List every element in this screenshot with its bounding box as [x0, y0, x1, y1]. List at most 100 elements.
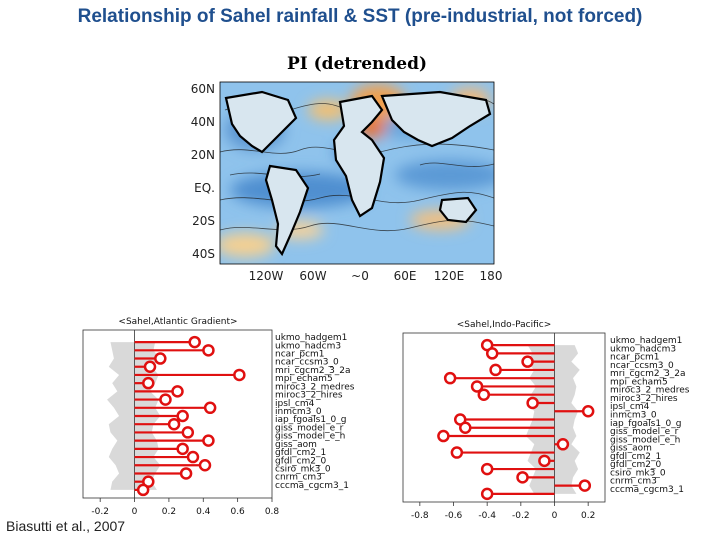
data-point [167, 417, 181, 431]
model-label: miroc3_2_medres [275, 382, 355, 392]
model-label: gfdl_cm2_0 [610, 460, 662, 470]
data-point [203, 401, 217, 415]
lon-label: 180 [480, 269, 503, 283]
model-label: cccma_cgcm3_1 [610, 485, 684, 495]
model-label: csiro_mk3_0 [275, 464, 331, 474]
lat-label: 40S [192, 247, 215, 261]
model-label: mpi_echam5 [610, 377, 668, 387]
data-point [176, 442, 189, 456]
map-title: PI (detrended) [287, 54, 427, 74]
model-label: miroc3_2_medres [610, 386, 690, 396]
chart-title: <Sahel,Atlantic Gradient> [118, 317, 237, 327]
x-tick-label: -0.6 [445, 511, 463, 521]
model-label: cnrm_cm3 [610, 477, 657, 487]
model-label: giss_model_e_r [610, 427, 679, 437]
data-point [459, 421, 472, 435]
data-point [198, 459, 212, 472]
data-point [202, 344, 215, 357]
data-point [556, 438, 570, 451]
data-point [477, 388, 491, 401]
x-tick-label: 0 [552, 511, 558, 521]
model-label: ukmo_hadcm3 [275, 341, 341, 351]
model-label: mri_cgcm2_3_2a [610, 369, 686, 379]
indo-pacific-chart: <Sahel,Indo-Pacific> ukmo_hadgem1ukmo_had… [402, 320, 690, 521]
model-label: ukmo_hadgem1 [275, 333, 347, 343]
data-point [521, 355, 534, 368]
data-point [581, 404, 595, 418]
model-label: iap_fgoals1_0_g [610, 419, 682, 429]
x-tick-label: -0.2 [91, 507, 109, 517]
lon-label: 60W [299, 269, 326, 283]
data-point [538, 454, 551, 468]
lon-label: ~0 [351, 269, 369, 283]
data-point [480, 462, 494, 476]
data-point [176, 409, 189, 423]
data-point [143, 360, 157, 373]
model-label: mpi_echam5 [275, 374, 333, 384]
data-point [480, 487, 494, 501]
map-field [220, 82, 494, 264]
model-label: ukmo_hadgem1 [610, 336, 682, 346]
x-tick-label: -0.2 [512, 511, 530, 521]
atlantic-gradient-chart: <Sahel,Atlantic Gradient> ukmo_hadgem1ukm… [82, 317, 355, 517]
lat-label: 40N [191, 115, 215, 129]
data-point [516, 471, 529, 484]
model-label: csiro_mk3_0 [610, 468, 666, 478]
data-point [136, 483, 150, 497]
sst-correlation-map: PI (detrended) [191, 54, 503, 283]
model-label: ncar_pcm1 [610, 353, 660, 363]
data-point [159, 393, 172, 406]
model-label: gfdl_cm2_0 [275, 456, 327, 466]
x-tick-label: -0.8 [411, 511, 429, 521]
model-label: giss_aom [610, 444, 652, 454]
model-label: ipsl_cm4 [610, 402, 650, 412]
model-label: gfdl_cm2_1 [610, 452, 661, 462]
page-title: Relationship of Sahel rainfall & SST (pr… [77, 6, 643, 27]
model-label: inmcm3_0 [275, 407, 322, 417]
model-label: ukmo_hadcm3 [610, 344, 676, 354]
data-point [154, 352, 167, 365]
chart-title: <Sahel,Indo-Pacific> [457, 320, 552, 330]
data-point [437, 429, 450, 443]
data-point [526, 396, 539, 410]
lon-label: 120W [249, 269, 284, 283]
model-label: giss_aom [275, 440, 317, 450]
model-label: inmcm3_0 [610, 411, 657, 421]
data-point [233, 368, 246, 382]
x-tick-label: 0.4 [196, 507, 211, 517]
data-point [578, 479, 592, 492]
model-label: giss_model_e_h [275, 432, 345, 442]
model-label: mri_cgcm2_3_2a [275, 366, 351, 376]
data-point [188, 335, 201, 349]
data-point [443, 371, 457, 385]
data-point [450, 446, 464, 459]
data-point [179, 467, 193, 480]
lon-label: 60E [394, 269, 417, 283]
lat-label: EQ. [194, 181, 215, 195]
lat-label: 60N [191, 82, 215, 96]
x-tick-label: 0.6 [230, 507, 245, 517]
model-label: cnrm_cm3 [275, 473, 322, 483]
model-label: gfdl_cm2_1 [275, 448, 326, 458]
x-tick-label: 0.2 [162, 507, 176, 517]
model-label: ipsl_cm4 [275, 399, 315, 409]
model-label: giss_model_e_h [610, 435, 680, 445]
model-label: ncar_ccsm3_0 [610, 361, 674, 371]
model-label: miroc3_2_hires [275, 391, 343, 401]
lat-label: 20S [192, 214, 215, 228]
citation: Biasutti et al., 2007 [6, 518, 126, 534]
model-label: giss_model_e_r [275, 423, 344, 433]
data-point [186, 450, 200, 464]
data-point [181, 426, 195, 439]
x-tick-label: 0.8 [265, 507, 280, 517]
x-tick-label: 0.2 [581, 511, 595, 521]
data-point [470, 380, 484, 393]
data-point [202, 434, 215, 447]
data-point [485, 347, 499, 360]
x-tick-label: -0.4 [478, 511, 496, 521]
x-tick-label: 0 [132, 507, 138, 517]
data-point [142, 376, 155, 390]
model-label: iap_fgoals1_0_g [275, 415, 347, 425]
model-label: cccma_cgcm3_1 [275, 481, 349, 491]
lon-label: 120E [434, 269, 465, 283]
